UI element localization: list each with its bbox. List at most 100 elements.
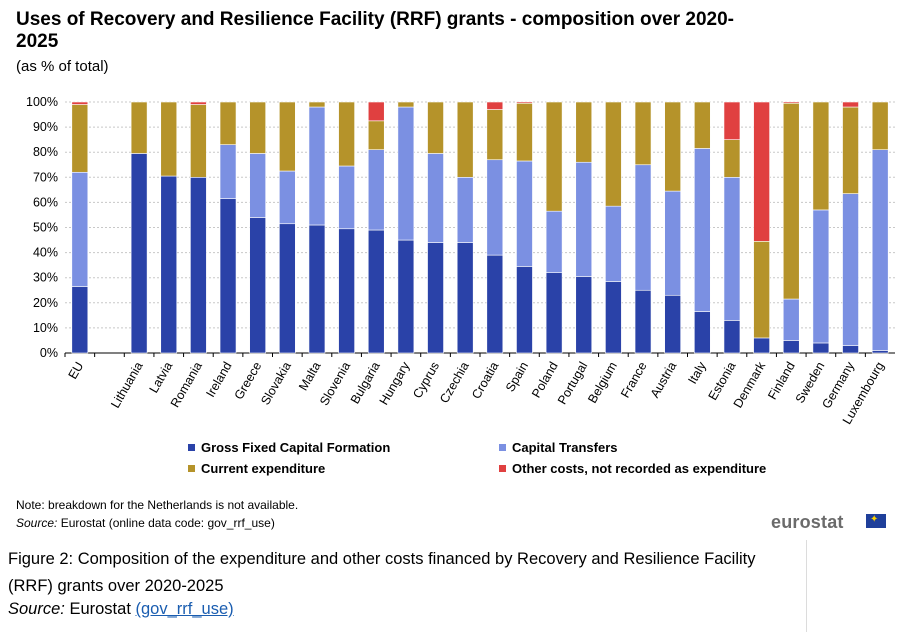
bar-segment-2 [516, 160, 533, 267]
x-tick-label: Italy [685, 359, 709, 387]
x-tick-label: Cyprus [410, 360, 442, 401]
bar-segment-1 [130, 153, 148, 354]
x-tick-label: Lithuania [108, 359, 146, 410]
bar-segment-3 [545, 101, 563, 212]
x-tick-label: Ireland [203, 359, 234, 399]
bar-segment-1 [219, 198, 237, 354]
bar-segment-4 [190, 101, 207, 105]
bar-segment-1 [782, 340, 800, 354]
bar-segment-1 [634, 289, 652, 354]
bar-segment-3 [694, 101, 711, 149]
x-tick-label: Croatia [469, 359, 501, 401]
y-tick-label: 20% [33, 296, 58, 310]
bar-segment-1 [812, 342, 830, 354]
bar-segment-1 [516, 266, 533, 354]
legend-label-oc: Other costs, not recorded as expenditure [512, 461, 767, 476]
legend-item-gfcf: Gross Fixed Capital Formation [188, 440, 390, 455]
bar-segment-3 [486, 109, 504, 161]
x-tick-label: Spain [503, 359, 531, 394]
legend-swatch-ce [188, 465, 195, 472]
y-tick-label: 70% [33, 170, 58, 184]
chart-source: Source: Eurostat (online data code: gov_… [16, 516, 275, 530]
bar-segment-1 [338, 228, 355, 354]
bar-segment-2 [486, 159, 504, 256]
bar-segment-3 [871, 101, 889, 150]
legend-label-gfcf: Gross Fixed Capital Formation [201, 440, 391, 455]
legend-item-oc: Other costs, not recorded as expenditure [499, 461, 766, 476]
bar-segment-3 [634, 101, 652, 166]
eurostat-logo: eurostat [771, 512, 844, 532]
bar-segment-2 [694, 148, 711, 312]
bar-segment-3 [367, 120, 385, 150]
y-tick-label: 10% [33, 321, 58, 335]
bar-segment-1 [753, 337, 770, 354]
bar-segment-2 [812, 209, 830, 344]
bar-segment-3 [397, 101, 415, 108]
bar-segment-1 [249, 217, 266, 354]
bar-segment-3 [605, 101, 622, 207]
y-tick-label: 50% [33, 221, 58, 235]
x-tick-label: Greece [232, 359, 265, 402]
chart-note: Note: breakdown for the Netherlands is n… [16, 498, 299, 512]
y-tick-label: 100% [26, 95, 58, 109]
bar-segment-3 [842, 106, 859, 194]
bar-segment-3 [782, 102, 800, 300]
bar-segment-3 [456, 101, 474, 178]
gov-rrf-use-link[interactable]: (gov_rrf_use) [135, 600, 234, 618]
x-tick-label: Finland [765, 359, 798, 402]
bar-segment-1 [842, 345, 859, 354]
bar-segment-2 [71, 171, 89, 287]
chart-title: Uses of Recovery and Resilience Facility… [16, 9, 734, 52]
x-tick-label: Czechia [437, 359, 472, 405]
bar-segment-2 [279, 170, 296, 225]
bar-segment-4 [486, 101, 504, 110]
bar-segment-1 [71, 286, 89, 354]
bar-segment-3 [71, 104, 89, 173]
bar-segment-2 [308, 106, 326, 226]
bar-segment-2 [338, 165, 355, 230]
bar-segment-3 [753, 241, 770, 339]
legend-swatch-oc [499, 465, 506, 472]
bar-segment-4 [723, 101, 741, 140]
bar-segment-3 [130, 101, 148, 154]
bar-segment-2 [664, 190, 681, 296]
bar-segment-2 [219, 144, 237, 199]
x-tick-label: Belgium [585, 360, 620, 406]
bar-segment-1 [279, 223, 296, 354]
x-tick-label: Malta [296, 359, 323, 393]
eu-flag-icon: ✦ [866, 514, 886, 528]
bar-segment-3 [249, 101, 266, 154]
bar-segment-2 [545, 210, 563, 273]
figure-source-text: Eurostat [64, 600, 136, 618]
bar-segment-1 [605, 281, 622, 354]
chart-source-text: Eurostat (online data code: gov_rrf_use) [57, 516, 275, 530]
legend-swatch-ct [499, 444, 506, 451]
bar-segment-2 [605, 205, 622, 282]
chart-source-label: Source: [16, 516, 58, 530]
bar-segment-1 [871, 350, 889, 354]
bar-segment-2 [456, 177, 474, 243]
figure-caption: Figure 2: Composition of the expenditure… [8, 550, 756, 595]
bar-segment-2 [397, 106, 415, 241]
figure-source: Source: Eurostat (gov_rrf_use) [8, 600, 234, 619]
bar-segment-3 [338, 101, 355, 167]
bar-segment-1 [664, 294, 681, 354]
x-tick-label: Austria [648, 359, 680, 400]
chart-subtitle: (as % of total) [16, 58, 109, 75]
bar-segment-1 [427, 242, 444, 354]
bar-segment-3 [308, 101, 326, 108]
bar-segment-4 [753, 101, 770, 242]
legend-swatch-gfcf [188, 444, 195, 451]
bar-segment-1 [308, 224, 326, 354]
bar-segment-2 [723, 177, 741, 321]
bar-segment-1 [367, 229, 385, 354]
y-tick-label: 30% [33, 271, 58, 285]
bar-segment-1 [190, 177, 207, 354]
x-tick-label: Estonia [706, 359, 739, 402]
bar-segment-1 [694, 311, 711, 354]
bar-segment-4 [842, 101, 859, 108]
bar-segment-3 [516, 102, 533, 162]
legend-item-ce: Current expenditure [188, 461, 325, 476]
bar-segment-2 [575, 161, 593, 277]
